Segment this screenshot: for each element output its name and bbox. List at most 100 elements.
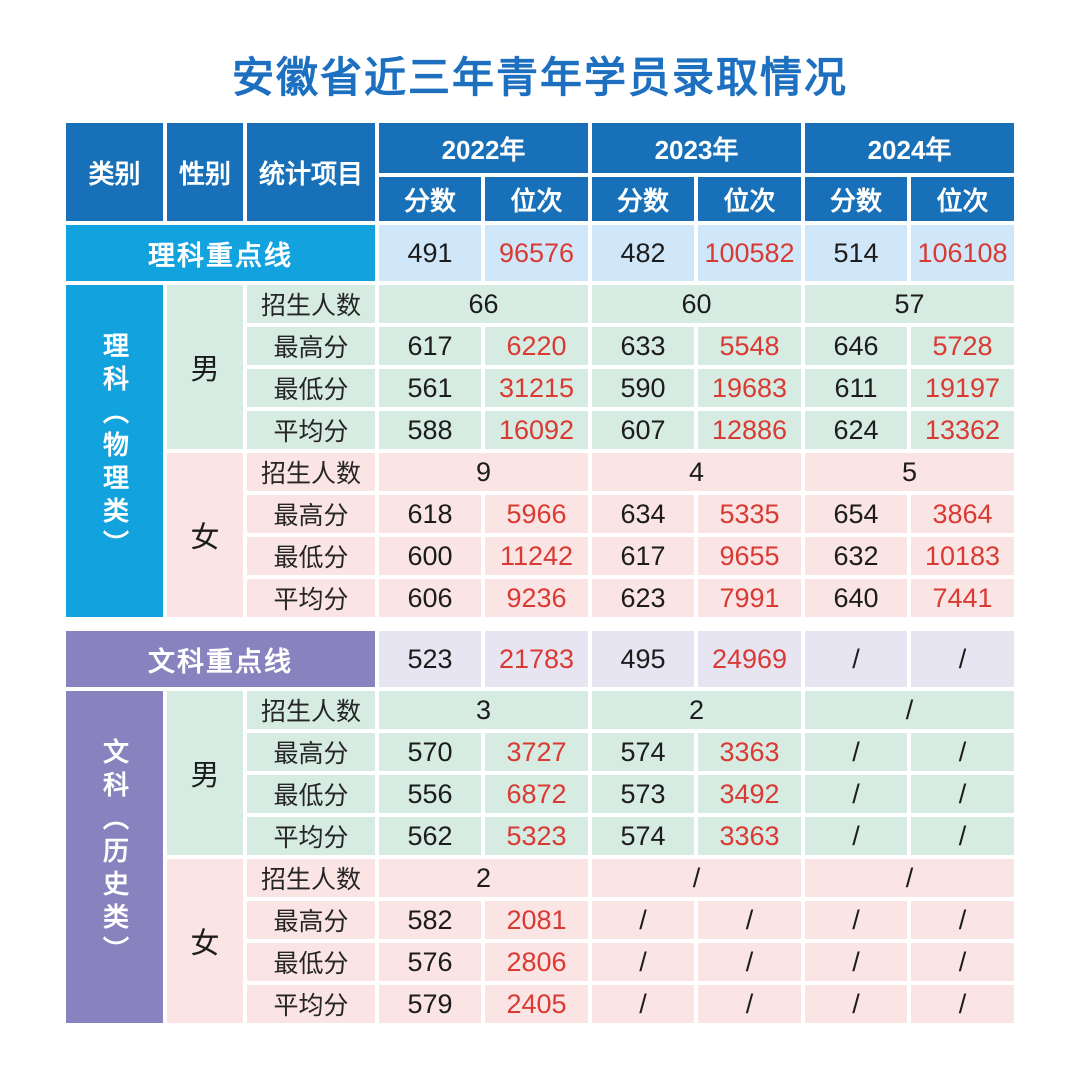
header-year-2022: 2022年 xyxy=(379,123,588,173)
enrollment-cell: 2 xyxy=(379,859,589,897)
score-cell: 617 xyxy=(592,537,694,575)
score-cell: 600 xyxy=(379,537,481,575)
score-cell: 588 xyxy=(379,411,481,449)
rank-cell: / xyxy=(698,985,802,1023)
enrollment-cell: / xyxy=(805,691,1015,729)
rank-cell: 3363 xyxy=(698,733,802,771)
rank-cell: / xyxy=(698,943,802,981)
score-cell: 633 xyxy=(592,327,694,365)
score-cell: 523 xyxy=(379,631,482,687)
science-table: 类别 性别 统计项目 2022年 2023年 2024年 分数 位次 分数 位次… xyxy=(62,119,1018,621)
score-cell: / xyxy=(592,985,695,1023)
rank-cell: 106108 xyxy=(911,225,1014,281)
rank-cell: 13362 xyxy=(911,411,1014,449)
enrollment-cell: / xyxy=(805,859,1015,897)
score-cell: 646 xyxy=(805,327,907,365)
rank-cell: 6220 xyxy=(485,327,588,365)
arts-cutoff-label: 文科重点线 xyxy=(65,631,376,687)
rank-cell: 7441 xyxy=(911,579,1014,617)
rank-cell: 3727 xyxy=(485,733,589,771)
rank-cell: 5728 xyxy=(911,327,1014,365)
rank-cell: 16092 xyxy=(485,411,588,449)
rank-cell: / xyxy=(911,733,1015,771)
rank-cell: / xyxy=(698,901,802,939)
score-cell: / xyxy=(805,943,908,981)
rank-cell: 12886 xyxy=(698,411,801,449)
header-rank-2023: 位次 xyxy=(698,177,801,221)
stat-label: 最高分 xyxy=(247,327,375,365)
science-male-min-row: 最低分 561 31215 590 19683 611 19197 xyxy=(66,369,1014,407)
header-gender: 性别 xyxy=(167,123,243,221)
stat-label: 最高分 xyxy=(246,901,376,939)
stat-label: 平均分 xyxy=(246,985,376,1023)
rank-cell: 2806 xyxy=(485,943,589,981)
rank-cell: 10183 xyxy=(911,537,1014,575)
score-cell: / xyxy=(805,985,908,1023)
score-cell: 562 xyxy=(379,817,482,855)
score-cell: 606 xyxy=(379,579,481,617)
enrollment-cell: 9 xyxy=(379,453,588,491)
score-cell: 556 xyxy=(379,775,482,813)
science-male-enrollment-row: 理科（物理类） 男 招生人数 66 60 57 xyxy=(66,285,1014,617)
score-cell: / xyxy=(592,901,695,939)
stat-label: 平均分 xyxy=(247,579,375,617)
science-male-gender-cell: 男 xyxy=(167,285,243,449)
rank-cell: 9655 xyxy=(698,537,801,575)
rank-cell: 19683 xyxy=(698,369,801,407)
score-cell: / xyxy=(805,733,908,771)
header-score-2022: 分数 xyxy=(379,177,481,221)
rank-cell: 5335 xyxy=(698,495,801,533)
score-cell: 590 xyxy=(592,369,694,407)
arts-male-avg-row: 平均分 562 5323 574 3363 / / xyxy=(66,817,1015,855)
page-title: 安徽省近三年青年学员录取情况 xyxy=(231,54,848,101)
rank-cell: 11242 xyxy=(485,537,588,575)
score-cell: 640 xyxy=(805,579,907,617)
rank-cell: 6872 xyxy=(485,775,589,813)
rank-cell: 3492 xyxy=(698,775,802,813)
rank-cell: 5966 xyxy=(485,495,588,533)
header-rank-2024: 位次 xyxy=(911,177,1014,221)
score-cell: 579 xyxy=(379,985,482,1023)
rank-cell: / xyxy=(911,901,1015,939)
science-cutoff-row: 理科重点线 491 96576 482 100582 514 106108 xyxy=(66,225,1014,281)
score-cell: 617 xyxy=(379,327,481,365)
rank-cell: 24969 xyxy=(698,631,802,687)
enrollment-cell: 3 xyxy=(379,691,589,729)
stat-label: 平均分 xyxy=(246,817,376,855)
science-female-max-row: 最高分 618 5966 634 5335 654 3864 xyxy=(66,495,1014,533)
science-male-max-row: 最高分 617 6220 633 5548 646 5728 xyxy=(66,327,1014,365)
science-female-enrollment-row: 女 招生人数 9 4 5 xyxy=(66,453,1014,617)
arts-female-max-row: 最高分 582 2081 / / / / xyxy=(66,901,1015,939)
arts-cutoff-row: 文科重点线 523 21783 495 24969 / / xyxy=(65,631,1015,687)
score-cell: 495 xyxy=(592,631,695,687)
header-year-2023: 2023年 xyxy=(592,123,801,173)
rank-cell: 31215 xyxy=(485,369,588,407)
enrollment-cell: / xyxy=(592,859,802,897)
science-cutoff-label: 理科重点线 xyxy=(66,225,375,281)
score-cell: 623 xyxy=(592,579,694,617)
score-cell: 634 xyxy=(592,495,694,533)
rank-cell: 100582 xyxy=(698,225,801,281)
rank-cell: 5548 xyxy=(698,327,801,365)
score-cell: 491 xyxy=(379,225,481,281)
score-cell: / xyxy=(805,817,908,855)
score-cell: / xyxy=(805,631,908,687)
stat-label: 招生人数 xyxy=(247,453,375,491)
rank-cell: / xyxy=(911,985,1015,1023)
rank-cell: 9236 xyxy=(485,579,588,617)
rank-cell: 3864 xyxy=(911,495,1014,533)
arts-category-cell: 文科（历史类） xyxy=(65,691,163,1023)
stat-label: 平均分 xyxy=(247,411,375,449)
score-cell: 574 xyxy=(592,817,695,855)
stat-label: 最低分 xyxy=(246,775,376,813)
score-cell: 624 xyxy=(805,411,907,449)
science-category-cell: 理科（物理类） xyxy=(66,285,163,617)
header-score-2024: 分数 xyxy=(805,177,907,221)
score-cell: 561 xyxy=(379,369,481,407)
arts-female-gender-cell: 女 xyxy=(166,859,243,1023)
score-cell: 514 xyxy=(805,225,907,281)
science-female-gender-cell: 女 xyxy=(167,453,243,617)
rank-cell: / xyxy=(911,943,1015,981)
score-cell: 582 xyxy=(379,901,482,939)
rank-cell: / xyxy=(911,631,1015,687)
